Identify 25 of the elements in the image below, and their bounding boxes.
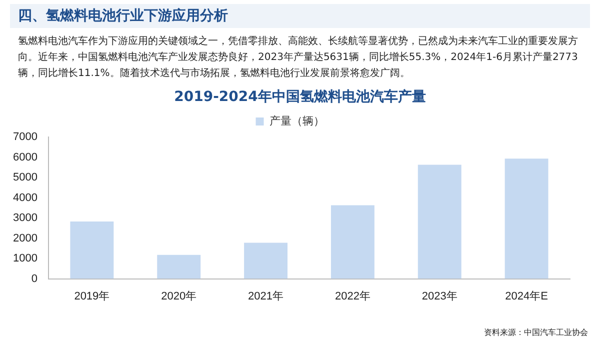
y-tick-label: 4000 [12, 192, 38, 204]
bar [157, 254, 201, 279]
text: 资料来源：中国汽车工业协会 [484, 327, 588, 338]
x-tick-label: 2020年 [161, 290, 197, 302]
x-tick-label: 2024年E [505, 290, 548, 302]
y-tick-label: 6000 [12, 151, 38, 164]
y-tick-label: 0 [31, 272, 38, 285]
bar [330, 205, 374, 279]
legend-label: 产量（辆） [269, 114, 324, 128]
x-tick-label: 2022年 [334, 290, 370, 302]
text: 氢燃料电池汽车作为下游应用的关键领域之一，凭借零排放、高能效、长续航等显著优势，已然成为未来汽车工业的重要发展方向。近年来，中国氢燃料电池汽车产业发展态势良好，2023年产量达5631辆，同比增长55.3%，2024年1-6月累计产量2773辆，同比增长11.1%。随着技术迭代与市场拓展，氢燃料电池行业发展前景将愈发广阔。 [18, 34, 579, 81]
x-tick-label: 2023年 [422, 290, 458, 302]
x-tick-label: 2021年 [248, 290, 284, 302]
y-tick-label: 5000 [12, 172, 38, 184]
y-tick-label: 2000 [12, 232, 38, 244]
chart-title: 2019-2024年中国氢燃料电池汽车产量 [173, 88, 427, 106]
text: 四、氢燃料电池行业下游应用分析 [10, 4, 590, 28]
y-tick-label: 1000 [12, 252, 38, 265]
bar [244, 242, 288, 279]
bar [418, 164, 462, 279]
bar [504, 158, 548, 279]
y-tick-label: 3000 [12, 212, 38, 224]
y-tick-label: 7000 [12, 131, 38, 144]
bar [70, 221, 114, 279]
x-tick-label: 2019年 [74, 290, 110, 302]
